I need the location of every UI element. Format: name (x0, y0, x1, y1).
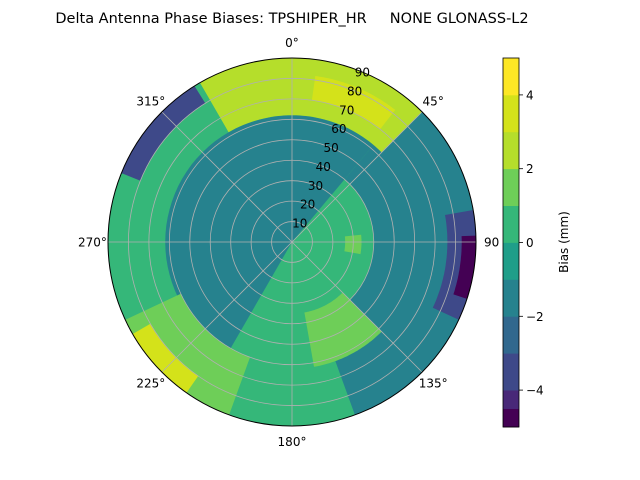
colorbar-band-10 (503, 76, 519, 96)
colorbar-band-1 (503, 390, 519, 409)
grid-spoke-45 (291, 111, 423, 243)
radial-tick-label-50: 50 (323, 141, 338, 155)
radial-tick-label-60: 60 (331, 122, 346, 136)
colorbar-band-9 (503, 94, 519, 133)
colorbar-tick-label-2: 0 (526, 236, 534, 250)
colorbar-band-0 (503, 408, 519, 428)
theta-tick-label-225: 225° (136, 377, 165, 391)
theta-tick-label-0: 0° (285, 36, 299, 50)
theta-tick-label-270: 270° (78, 236, 107, 250)
grid-spoke-315 (161, 111, 293, 243)
contour-region-north-lightest (334, 84, 364, 103)
colorbar-band-2 (503, 353, 519, 391)
colorbar-band-4 (503, 279, 519, 317)
theta-tick-label-180: 180° (278, 435, 307, 449)
radial-tick-label-20: 20 (300, 198, 315, 212)
colorbar-band-7 (503, 168, 519, 206)
radial-tick-label-90: 90 (355, 66, 370, 80)
colorbar-tick-label-3: 2 (526, 162, 534, 176)
radial-tick-label-70: 70 (339, 103, 354, 117)
chart-title: Delta Antenna Phase Biases: TPSHIPER_HR … (55, 11, 528, 27)
contour-region-southeast-green (304, 292, 382, 367)
colorbar-label: Bias (mm) (557, 211, 571, 273)
colorbar-tick-label-1: −2 (526, 310, 544, 324)
contour-region-northwest-dark (121, 86, 206, 181)
colorbar-band-6 (503, 205, 519, 243)
colorbar-ticks: −4 −2 0 2 4 (519, 88, 544, 398)
theta-tick-label-45: 45° (423, 94, 444, 108)
colorbar-bands (503, 58, 519, 428)
colorbar-band-3 (503, 316, 519, 354)
radial-tick-labels: 10 20 30 40 50 60 70 80 90 (292, 66, 370, 231)
theta-tick-labels: 0° 45° 90 135° 180° 225° 270° 315° (78, 36, 499, 449)
polar-frame (107, 57, 477, 427)
theta-tick-label-315: 315° (136, 94, 165, 108)
colorbar-tick-label-4: 4 (526, 88, 534, 102)
contour-region-east-darkest (453, 235, 476, 299)
polar-grid (108, 58, 476, 426)
contour-region-southwest-green (125, 293, 250, 415)
colorbar: −4 −2 0 2 4 Bias (mm) (502, 57, 571, 428)
theta-tick-label-90: 90 (484, 236, 499, 250)
colorbar-band-5 (503, 242, 519, 280)
radial-tick-label-30: 30 (308, 179, 323, 193)
grid-spoke-225 (161, 241, 293, 373)
colorbar-band-11 (503, 58, 519, 77)
contour-region-north-light (311, 76, 396, 130)
contour-region-southwest-light (132, 323, 199, 393)
contour-region-center-dark (165, 115, 292, 352)
colorbar-tick-label-0: −4 (526, 384, 544, 398)
grid-spoke-135 (291, 241, 423, 373)
radial-tick-label-80: 80 (347, 84, 362, 98)
radial-tick-label-10: 10 (292, 217, 307, 231)
contour-region-north-green (200, 58, 423, 153)
colorbar-band-8 (503, 131, 519, 170)
radial-tick-label-40: 40 (316, 160, 331, 174)
contour-region-center-dark-2 (292, 115, 374, 242)
theta-tick-label-135: 135° (419, 377, 448, 391)
